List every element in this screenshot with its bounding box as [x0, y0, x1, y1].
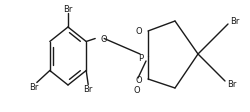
Text: O: O [135, 76, 141, 85]
Text: Br: Br [29, 82, 38, 91]
Text: Br: Br [226, 80, 235, 89]
Text: Br: Br [63, 5, 72, 14]
Text: Br: Br [83, 84, 92, 93]
Text: O: O [100, 35, 106, 44]
Text: Br: Br [229, 17, 238, 26]
Text: O: O [135, 26, 141, 35]
Text: P: P [138, 54, 143, 63]
Text: O: O [133, 85, 140, 94]
